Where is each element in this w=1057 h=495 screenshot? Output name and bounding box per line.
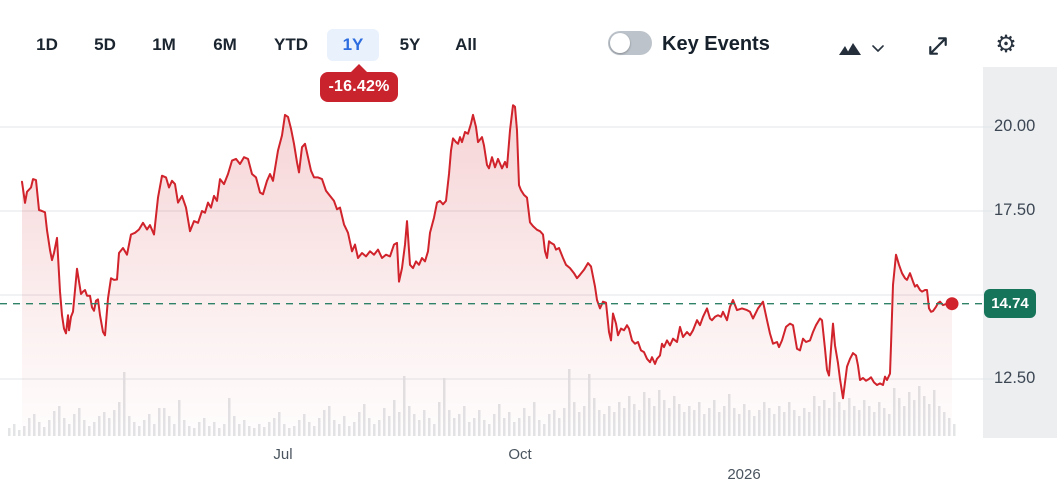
x-axis-label-2026: 2026 (727, 466, 761, 483)
range-button-1d[interactable]: 1D (28, 29, 66, 61)
range-button-6m[interactable]: 6M (206, 29, 244, 61)
chevron-down-icon (872, 44, 885, 52)
range-button-1y-selected[interactable]: 1Y (327, 29, 379, 61)
range-button-1m[interactable]: 1M (145, 29, 183, 61)
x-axis-label-oct: Oct (508, 446, 532, 463)
expand-icon (929, 37, 947, 55)
y-axis-label-17-50: 17.50 (994, 201, 1036, 219)
current-price-badge: 14.74 (984, 289, 1036, 319)
key-events-label: Key Events (662, 33, 770, 55)
chart-type-button[interactable] (836, 38, 886, 58)
area-chart-type-icon (838, 42, 861, 55)
y-axis-panel (983, 67, 1057, 438)
range-button-5y[interactable]: 5Y (391, 29, 429, 61)
percent-change-badge: -16.42% (320, 64, 398, 102)
y-axis-label-20: 20.00 (994, 117, 1036, 135)
y-axis-label-12-50: 12.50 (994, 369, 1036, 387)
last-price-dot (945, 297, 959, 311)
range-button-5d[interactable]: 5D (86, 29, 124, 61)
expand-button[interactable] (926, 35, 950, 57)
range-button-ytd[interactable]: YTD (266, 29, 316, 61)
range-button-all[interactable]: All (447, 29, 485, 61)
x-axis-label-jul: Jul (273, 446, 293, 463)
key-events-toggle[interactable] (608, 31, 652, 55)
toggle-knob (610, 33, 630, 53)
settings-gear-icon: ⚙ (995, 31, 1017, 58)
settings-button[interactable]: ⚙ (991, 30, 1021, 60)
